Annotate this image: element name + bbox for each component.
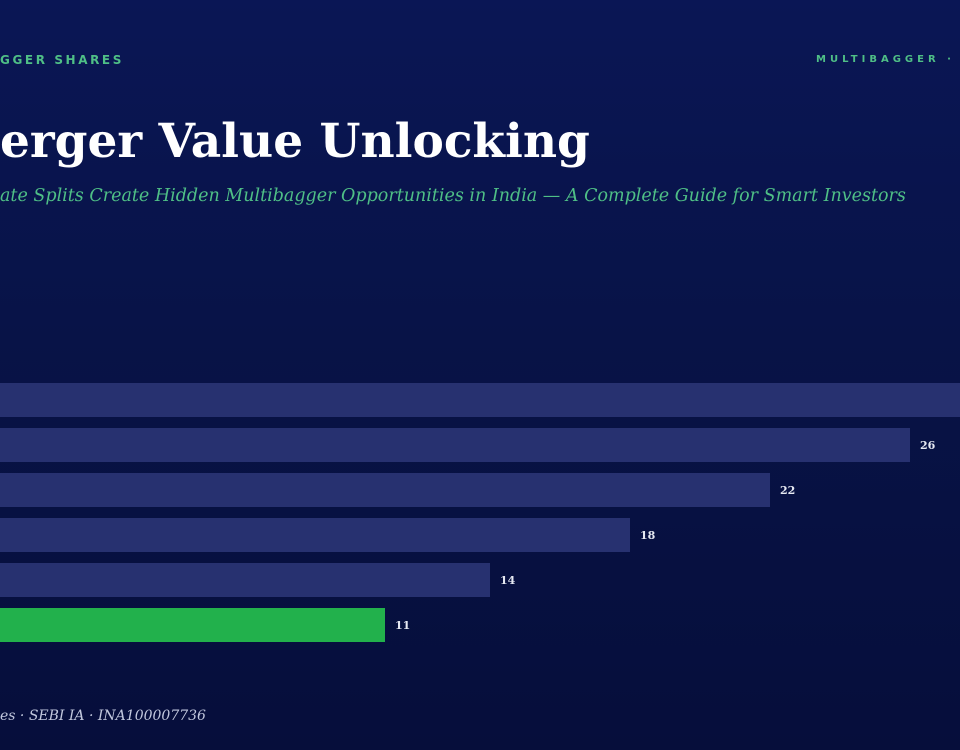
bar-highlight bbox=[0, 608, 385, 642]
page-subtitle: ate Splits Create Hidden Multibagger Opp… bbox=[0, 186, 906, 206]
bar bbox=[0, 518, 630, 552]
bar-value-label: 22 bbox=[780, 484, 795, 497]
bar-value-label: 14 bbox=[500, 574, 516, 587]
bar bbox=[0, 473, 770, 507]
page-title: erger Value Unlocking bbox=[0, 114, 590, 169]
section-kicker: GGER SHARES bbox=[0, 53, 124, 67]
brand-kicker: MULTIBAGGER · D bbox=[816, 54, 960, 65]
bar bbox=[0, 383, 960, 417]
bar-value-label: 11 bbox=[395, 619, 410, 632]
bar-value-label: 26 bbox=[920, 439, 936, 452]
bar-value-label: 18 bbox=[640, 529, 656, 542]
bar bbox=[0, 428, 910, 462]
footer-disclaimer: es · SEBI IA · INA100007736 bbox=[0, 708, 206, 724]
bar bbox=[0, 563, 490, 597]
